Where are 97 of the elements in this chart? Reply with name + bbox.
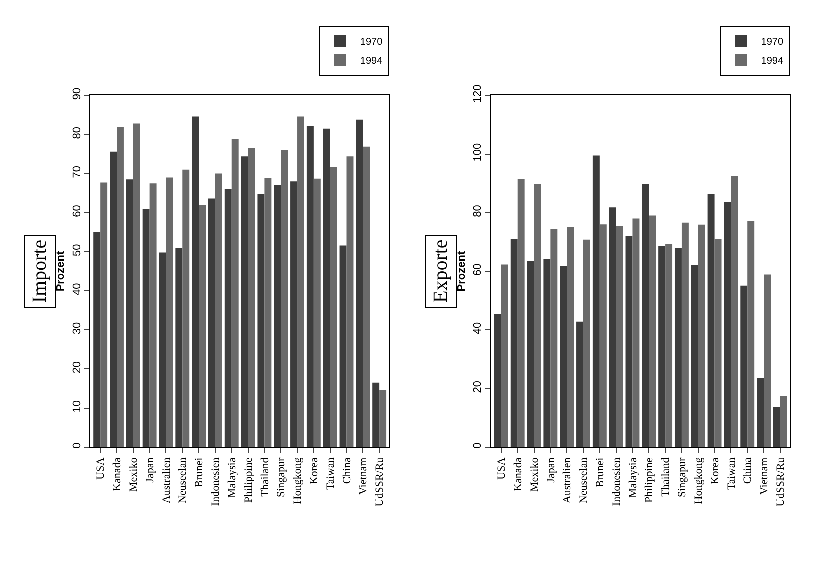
x-tick-label: USA	[95, 458, 108, 480]
bar	[501, 264, 508, 448]
bar	[100, 182, 108, 448]
bar	[363, 146, 370, 448]
x-tick-label: Singapur	[676, 457, 689, 498]
bar	[748, 221, 755, 448]
x-tick-label: Singapur	[276, 457, 288, 498]
x-tick-label: Australien	[160, 457, 173, 504]
bar	[330, 167, 338, 448]
x-tick-label: UdSSR/Ru	[374, 457, 386, 507]
bar	[649, 216, 656, 448]
bar	[714, 239, 722, 448]
x-tick-label: Philippine	[242, 458, 255, 504]
x-tick-label: Mexiko	[128, 457, 140, 492]
y-tick-label: 30	[71, 322, 84, 335]
bar	[133, 124, 140, 448]
x-tick-label: Vietnam	[358, 457, 370, 496]
bar	[666, 244, 673, 448]
x-tick-label: Indonesien	[610, 457, 623, 506]
x-tick-label: Taiwan	[726, 457, 738, 490]
bar	[584, 240, 590, 448]
bar	[698, 224, 706, 448]
x-tick-label: Malaysia	[627, 458, 640, 498]
bar	[199, 205, 206, 448]
bar	[764, 274, 771, 448]
x-tick-label: China	[742, 458, 754, 484]
x-tick-label: UdSSR/Ru	[775, 457, 788, 507]
x-tick-label: Korea	[709, 458, 722, 485]
x-tick-label: USA	[496, 458, 508, 480]
x-tick-label: Neuseelan	[177, 457, 190, 504]
y-tick-label: 120	[472, 84, 484, 104]
bar	[600, 224, 607, 448]
x-tick-label: Hongkong	[292, 457, 304, 504]
bar	[150, 184, 157, 448]
bar	[248, 148, 256, 448]
text: Importe	[29, 240, 52, 304]
legend-label: 1970	[761, 37, 784, 48]
bar	[380, 390, 387, 448]
bar	[616, 226, 624, 448]
y-tick-label: 60	[71, 205, 84, 218]
text: Exporte	[430, 240, 452, 304]
y-axis-title: Prozent	[54, 251, 67, 292]
bar	[281, 150, 288, 448]
bar	[682, 222, 689, 448]
x-tick-label: Kanada	[512, 458, 524, 492]
x-tick-label: Australien	[562, 457, 574, 504]
y-tick-label: 70	[71, 166, 84, 178]
bar	[298, 116, 304, 448]
bar	[264, 178, 272, 448]
x-tick-label: Thailand	[660, 457, 672, 497]
y-tick-label: 90	[71, 88, 84, 100]
y-tick-label: 50	[71, 244, 84, 256]
bar	[314, 178, 321, 448]
bar	[731, 176, 738, 448]
x-tick-label: Malaysia	[226, 458, 238, 498]
x-tick-label: Korea	[308, 458, 321, 485]
bar	[166, 178, 174, 448]
x-tick-label: Indonesien	[210, 457, 222, 506]
bar	[632, 218, 640, 448]
bar	[550, 229, 558, 448]
bar	[534, 184, 542, 448]
bar	[780, 396, 788, 448]
bar	[117, 127, 124, 448]
bar	[518, 179, 525, 448]
x-tick-label: Japan	[545, 457, 558, 483]
y-axis-title: Prozent	[456, 251, 468, 292]
x-tick-label: Mexiko	[528, 457, 541, 492]
y-tick-label: 100	[472, 143, 484, 162]
x-tick-label: Taiwan	[324, 457, 337, 490]
y-tick-label: 80	[71, 126, 84, 140]
y-tick-label: 40	[472, 322, 484, 335]
x-tick-label: Japan	[144, 457, 156, 483]
y-tick-label: 40	[71, 283, 84, 296]
y-tick-label: 0	[71, 442, 84, 449]
y-tick-label: 20	[472, 380, 484, 394]
bar	[346, 156, 354, 448]
legend-label: 1970	[360, 37, 384, 48]
x-tick-label: Thailand	[259, 457, 272, 497]
legend-label: 1994	[360, 56, 384, 68]
x-tick-label: Neuseelan	[578, 457, 590, 504]
x-tick-label: Brunei	[194, 458, 206, 488]
bar	[232, 139, 239, 448]
y-tick-label: 10	[71, 400, 84, 413]
y-tick-label: 0	[472, 442, 484, 449]
x-tick-label: Hongkong	[692, 457, 705, 504]
bar	[215, 174, 222, 448]
x-tick-label: Brunei	[594, 458, 606, 488]
x-tick-label: Vietnam	[758, 457, 771, 496]
x-tick-label: China	[341, 458, 354, 484]
y-tick-label: 80	[472, 205, 484, 218]
legend-label: 1994	[761, 56, 784, 68]
x-tick-label: Kanada	[112, 458, 124, 492]
bar	[182, 170, 190, 448]
y-tick-label: 60	[472, 264, 484, 276]
y-tick-label: 20	[71, 361, 84, 374]
bar	[567, 228, 574, 448]
x-tick-label: Philippine	[644, 458, 656, 504]
